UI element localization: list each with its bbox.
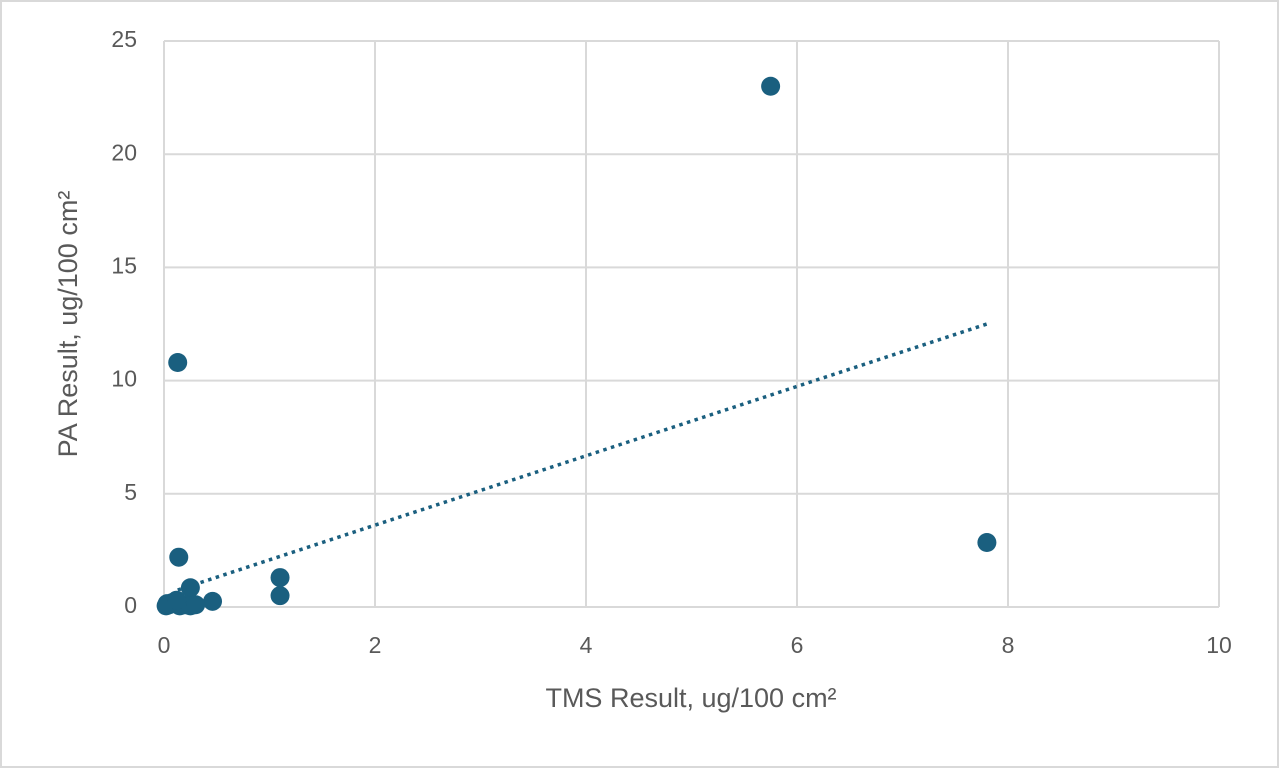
x-tick-label: 2: [369, 632, 382, 658]
y-tick-label: 5: [124, 479, 137, 505]
data-point: [167, 590, 187, 610]
x-tick-label: 6: [791, 632, 804, 658]
y-axis-title: PA Result, ug/100 cm²: [53, 191, 83, 458]
x-tick-label: 8: [1002, 632, 1015, 658]
x-tick-label: 0: [158, 632, 171, 658]
y-tick-label: 0: [124, 592, 137, 618]
y-tick-label: 25: [111, 26, 137, 52]
data-point: [270, 568, 290, 588]
y-tick-label: 15: [111, 252, 137, 278]
x-tick-label: 10: [1206, 632, 1232, 658]
data-point: [186, 595, 206, 615]
data-point: [270, 586, 290, 606]
y-tick-label: 10: [111, 366, 137, 392]
data-point: [168, 352, 188, 372]
data-point: [977, 532, 997, 552]
data-point: [203, 591, 223, 611]
x-tick-label: 4: [580, 632, 593, 658]
data-point: [169, 547, 189, 567]
trendline: [177, 322, 988, 592]
data-point: [761, 76, 781, 96]
x-axis-title: TMS Result, ug/100 cm²: [545, 683, 836, 713]
y-tick-label: 20: [111, 139, 137, 165]
